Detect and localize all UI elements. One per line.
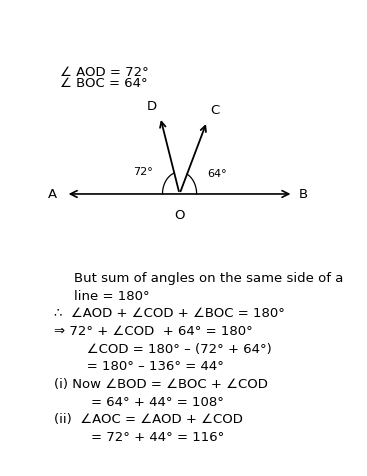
Text: ∠COD = 180° – (72° + 64°): ∠COD = 180° – (72° + 64°): [74, 342, 272, 355]
Text: ∴  ∠AOD + ∠COD + ∠BOC = 180°: ∴ ∠AOD + ∠COD + ∠BOC = 180°: [54, 307, 285, 320]
Text: A: A: [48, 188, 57, 201]
Text: = 180° – 136° = 44°: = 180° – 136° = 44°: [74, 359, 224, 373]
Text: line = 180°: line = 180°: [74, 289, 150, 302]
Text: (i) Now ∠BOD = ∠BOC + ∠COD: (i) Now ∠BOD = ∠BOC + ∠COD: [54, 377, 268, 390]
Text: B: B: [299, 188, 308, 201]
Text: = 64° + 44° = 108°: = 64° + 44° = 108°: [74, 395, 224, 407]
Text: But sum of angles on the same side of a: But sum of angles on the same side of a: [74, 271, 344, 285]
Text: 64°: 64°: [207, 169, 227, 179]
Text: D: D: [147, 99, 157, 112]
Text: (ii)  ∠AOC = ∠AOD + ∠COD: (ii) ∠AOC = ∠AOD + ∠COD: [54, 412, 243, 425]
Text: ∠ AOD = 72°: ∠ AOD = 72°: [60, 66, 149, 79]
Text: ∠ BOC = 64°: ∠ BOC = 64°: [60, 77, 148, 90]
Text: O: O: [174, 208, 185, 221]
Text: C: C: [210, 104, 219, 117]
Text: ⇒ 72° + ∠COD  + 64° = 180°: ⇒ 72° + ∠COD + 64° = 180°: [54, 324, 253, 337]
Text: 72°: 72°: [133, 166, 153, 176]
Text: = 72° + 44° = 116°: = 72° + 44° = 116°: [74, 430, 225, 443]
